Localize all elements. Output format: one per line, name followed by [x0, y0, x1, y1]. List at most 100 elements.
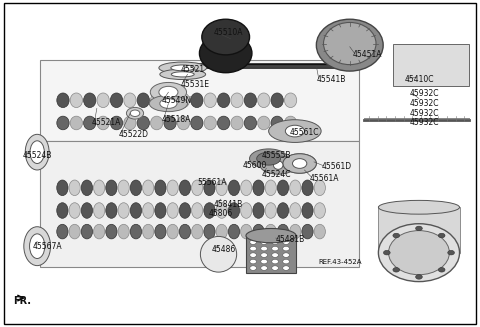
Ellipse shape — [274, 161, 283, 169]
Ellipse shape — [384, 250, 390, 255]
Ellipse shape — [94, 224, 105, 239]
Ellipse shape — [130, 110, 140, 116]
Ellipse shape — [167, 180, 179, 196]
Ellipse shape — [250, 246, 256, 251]
Polygon shape — [39, 60, 360, 141]
Ellipse shape — [57, 224, 68, 239]
Text: 45555B: 45555B — [262, 151, 291, 160]
Ellipse shape — [177, 116, 190, 130]
Ellipse shape — [250, 240, 256, 244]
Ellipse shape — [283, 154, 316, 173]
Ellipse shape — [283, 259, 289, 264]
Ellipse shape — [250, 149, 288, 168]
Ellipse shape — [167, 224, 179, 239]
Ellipse shape — [130, 203, 142, 218]
Ellipse shape — [253, 203, 264, 218]
Ellipse shape — [202, 19, 250, 55]
Text: 45841B: 45841B — [214, 199, 243, 209]
Ellipse shape — [393, 233, 399, 238]
Ellipse shape — [285, 125, 304, 137]
Text: 45521: 45521 — [180, 65, 204, 74]
Ellipse shape — [149, 95, 188, 112]
Ellipse shape — [143, 224, 154, 239]
Ellipse shape — [126, 107, 144, 119]
Ellipse shape — [240, 224, 252, 239]
Text: 45521A: 45521A — [92, 118, 121, 128]
Ellipse shape — [228, 203, 240, 218]
Text: 45561C: 45561C — [290, 128, 320, 137]
Ellipse shape — [155, 180, 166, 196]
Ellipse shape — [217, 93, 230, 108]
Text: 45549N: 45549N — [161, 96, 192, 105]
Ellipse shape — [393, 267, 399, 272]
Text: FR.: FR. — [13, 296, 31, 306]
Ellipse shape — [118, 180, 129, 196]
Text: 45451A: 45451A — [352, 50, 382, 60]
Ellipse shape — [191, 116, 203, 130]
Ellipse shape — [438, 233, 445, 238]
Ellipse shape — [155, 203, 166, 218]
Text: 45481B: 45481B — [276, 235, 305, 244]
Ellipse shape — [272, 240, 278, 244]
Ellipse shape — [261, 246, 267, 251]
Ellipse shape — [302, 203, 313, 218]
Ellipse shape — [150, 82, 187, 102]
Ellipse shape — [388, 231, 449, 275]
Ellipse shape — [217, 116, 230, 130]
Ellipse shape — [438, 267, 445, 272]
Ellipse shape — [250, 259, 256, 264]
Ellipse shape — [261, 240, 267, 244]
Ellipse shape — [283, 266, 289, 270]
Ellipse shape — [283, 253, 289, 257]
Ellipse shape — [228, 224, 240, 239]
Ellipse shape — [204, 93, 216, 108]
Ellipse shape — [240, 180, 252, 196]
Ellipse shape — [160, 99, 177, 108]
Ellipse shape — [84, 116, 96, 130]
Text: 45524C: 45524C — [262, 170, 291, 179]
Ellipse shape — [240, 203, 252, 218]
Ellipse shape — [70, 93, 83, 108]
Ellipse shape — [57, 180, 68, 196]
Ellipse shape — [271, 116, 283, 130]
Ellipse shape — [302, 224, 313, 239]
Ellipse shape — [84, 93, 96, 108]
Ellipse shape — [30, 141, 44, 164]
Ellipse shape — [204, 180, 215, 196]
Ellipse shape — [159, 86, 178, 98]
Text: 45518A: 45518A — [161, 115, 191, 124]
Ellipse shape — [257, 152, 281, 165]
Ellipse shape — [167, 203, 179, 218]
Ellipse shape — [253, 224, 264, 239]
Ellipse shape — [110, 116, 123, 130]
Ellipse shape — [81, 224, 93, 239]
Ellipse shape — [314, 203, 325, 218]
Ellipse shape — [192, 224, 203, 239]
Ellipse shape — [151, 93, 163, 108]
Ellipse shape — [272, 266, 278, 270]
Ellipse shape — [70, 116, 83, 130]
Ellipse shape — [246, 229, 296, 243]
Ellipse shape — [192, 203, 203, 218]
Text: 45524B: 45524B — [23, 151, 52, 160]
Ellipse shape — [378, 200, 459, 214]
Ellipse shape — [261, 259, 267, 264]
Ellipse shape — [289, 203, 301, 218]
Ellipse shape — [200, 236, 237, 272]
Bar — [246, 236, 296, 273]
Ellipse shape — [244, 93, 257, 108]
Ellipse shape — [155, 224, 166, 239]
Ellipse shape — [269, 120, 321, 143]
Ellipse shape — [204, 116, 216, 130]
Ellipse shape — [265, 224, 276, 239]
Ellipse shape — [180, 180, 191, 196]
Ellipse shape — [69, 180, 80, 196]
Ellipse shape — [272, 259, 278, 264]
Ellipse shape — [57, 203, 68, 218]
Ellipse shape — [216, 224, 228, 239]
Ellipse shape — [231, 116, 243, 130]
Ellipse shape — [292, 159, 307, 168]
Text: 45531E: 45531E — [180, 79, 209, 89]
Ellipse shape — [151, 116, 163, 130]
Ellipse shape — [57, 93, 69, 108]
